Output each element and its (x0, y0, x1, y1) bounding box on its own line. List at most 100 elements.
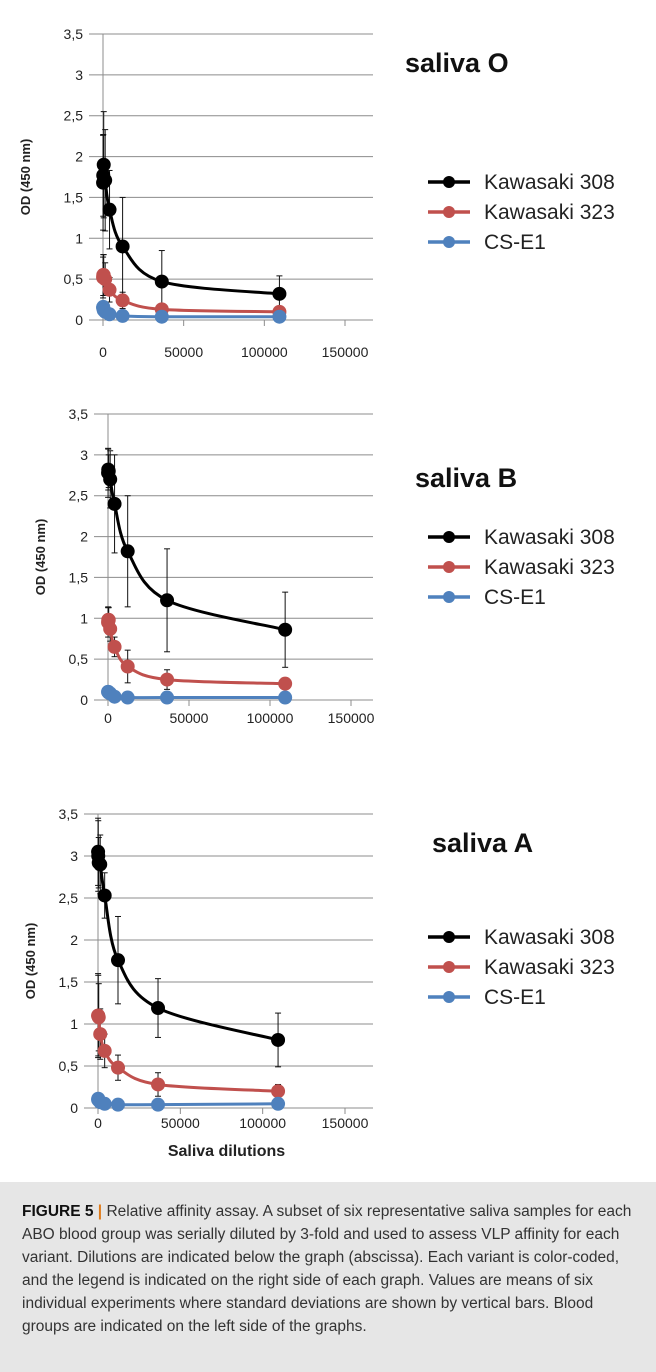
y-tick-label: 3,5 (64, 26, 84, 42)
series-line (106, 467, 286, 632)
y-tick-label: 0 (80, 692, 88, 708)
data-point (97, 1043, 112, 1058)
data-point (278, 690, 293, 705)
series (101, 684, 293, 705)
data-point (272, 286, 287, 301)
y-axis-label: OD (450 nm) (23, 923, 38, 1000)
y-tick-label: 2,5 (69, 488, 89, 504)
y-tick-label: 3 (80, 447, 88, 463)
data-point (111, 1097, 126, 1112)
data-point (97, 1096, 112, 1111)
x-tick-label: 50000 (164, 344, 203, 360)
y-tick-label: 3,5 (69, 406, 89, 422)
data-point (102, 282, 117, 297)
series (91, 817, 286, 1068)
y-tick-label: 1 (70, 1016, 78, 1032)
data-point (111, 953, 126, 968)
data-point (278, 622, 293, 637)
y-tick-label: 3,5 (59, 806, 79, 822)
series (91, 1091, 286, 1112)
data-point (154, 309, 169, 324)
legend-entry: Kawasaki 308 (484, 926, 615, 949)
legend-marker (443, 991, 455, 1003)
y-tick-label: 0 (70, 1100, 78, 1116)
legend-marker (443, 176, 455, 188)
series-line (96, 1013, 279, 1093)
y-tick-label: 3 (70, 848, 78, 864)
y-tick-label: 1 (75, 230, 83, 246)
legend-marker (443, 591, 455, 603)
y-tick-label: 0,5 (69, 651, 89, 667)
x-tick-label: 50000 (170, 710, 209, 726)
data-point (160, 690, 175, 705)
data-point (115, 308, 130, 323)
legend-marker (443, 206, 455, 218)
caption-box: FIGURE 5 | Relative affinity assay. A su… (0, 1182, 656, 1372)
data-point (120, 690, 135, 705)
data-point (272, 309, 287, 324)
legend-marker (443, 236, 455, 248)
series-line (96, 1097, 279, 1107)
data-point (93, 1027, 108, 1042)
data-point (98, 272, 113, 287)
data-point (102, 202, 117, 217)
data-point (107, 496, 122, 511)
x-tick-label: 100000 (241, 344, 288, 360)
chart-title: saliva B (415, 463, 517, 493)
x-tick-label: 0 (104, 710, 112, 726)
chart-panel: 0 0,5 1 1,5 2 2,5 3 3,5 0 50000 100000 150000 OD (45… (33, 406, 615, 726)
data-point (103, 472, 118, 487)
chart-title: saliva O (405, 48, 509, 78)
data-point (91, 1010, 106, 1025)
y-axis-label: OD (450 nm) (18, 139, 33, 216)
y-tick-label: 2 (70, 932, 78, 948)
data-point (160, 672, 175, 687)
legend-entry: CS-E1 (484, 231, 546, 254)
chart-panel: 0 0,5 1 1,5 2 2,5 3 3,5 0 50000 100000 150000 OD (45… (23, 806, 615, 1160)
x-tick-label: 150000 (322, 1115, 369, 1131)
y-tick-label: 0,5 (64, 271, 84, 287)
y-tick-label: 1 (80, 610, 88, 626)
data-point (115, 293, 130, 308)
x-axis-label: Saliva dilutions (168, 1143, 285, 1160)
legend-entry: Kawasaki 308 (484, 171, 615, 194)
data-point (278, 676, 293, 691)
y-tick-label: 0 (75, 312, 83, 328)
caption-text: Relative affinity assay. A subset of six… (22, 1203, 632, 1335)
legend-marker (443, 931, 455, 943)
series (96, 111, 287, 314)
x-tick-label: 150000 (322, 344, 369, 360)
data-point (107, 639, 122, 654)
x-tick-label: 100000 (247, 710, 294, 726)
caption-figure-label: FIGURE 5 (22, 1203, 94, 1220)
y-axis-label: OD (450 nm) (33, 519, 48, 596)
legend-marker (443, 961, 455, 973)
caption-separator: | (97, 1203, 103, 1220)
data-point (120, 659, 135, 674)
x-tick-label: 100000 (239, 1115, 286, 1131)
data-point (102, 307, 117, 322)
chart-title: saliva A (432, 828, 533, 858)
y-tick-label: 2,5 (59, 890, 79, 906)
x-tick-label: 50000 (161, 1115, 200, 1131)
series-line (101, 163, 280, 296)
y-tick-label: 0,5 (59, 1058, 79, 1074)
data-point (107, 689, 122, 704)
data-point (115, 239, 130, 254)
y-tick-label: 2,5 (64, 108, 84, 124)
series-line (96, 851, 279, 1042)
data-point (271, 1096, 286, 1111)
y-tick-label: 1,5 (69, 569, 89, 585)
series-line (106, 690, 286, 700)
data-point (271, 1032, 286, 1047)
legend-entry: CS-E1 (484, 986, 546, 1009)
chart-panel: 0 0,5 1 1,5 2 2,5 3 3,5 0 50000 100000 150000 OD (45… (18, 26, 615, 360)
series (101, 447, 293, 668)
data-point (151, 1001, 166, 1016)
x-tick-label: 0 (94, 1115, 102, 1131)
data-point (160, 593, 175, 608)
legend-entry: CS-E1 (484, 586, 546, 609)
data-point (151, 1097, 166, 1112)
series-line (106, 617, 286, 686)
data-point (120, 544, 135, 559)
